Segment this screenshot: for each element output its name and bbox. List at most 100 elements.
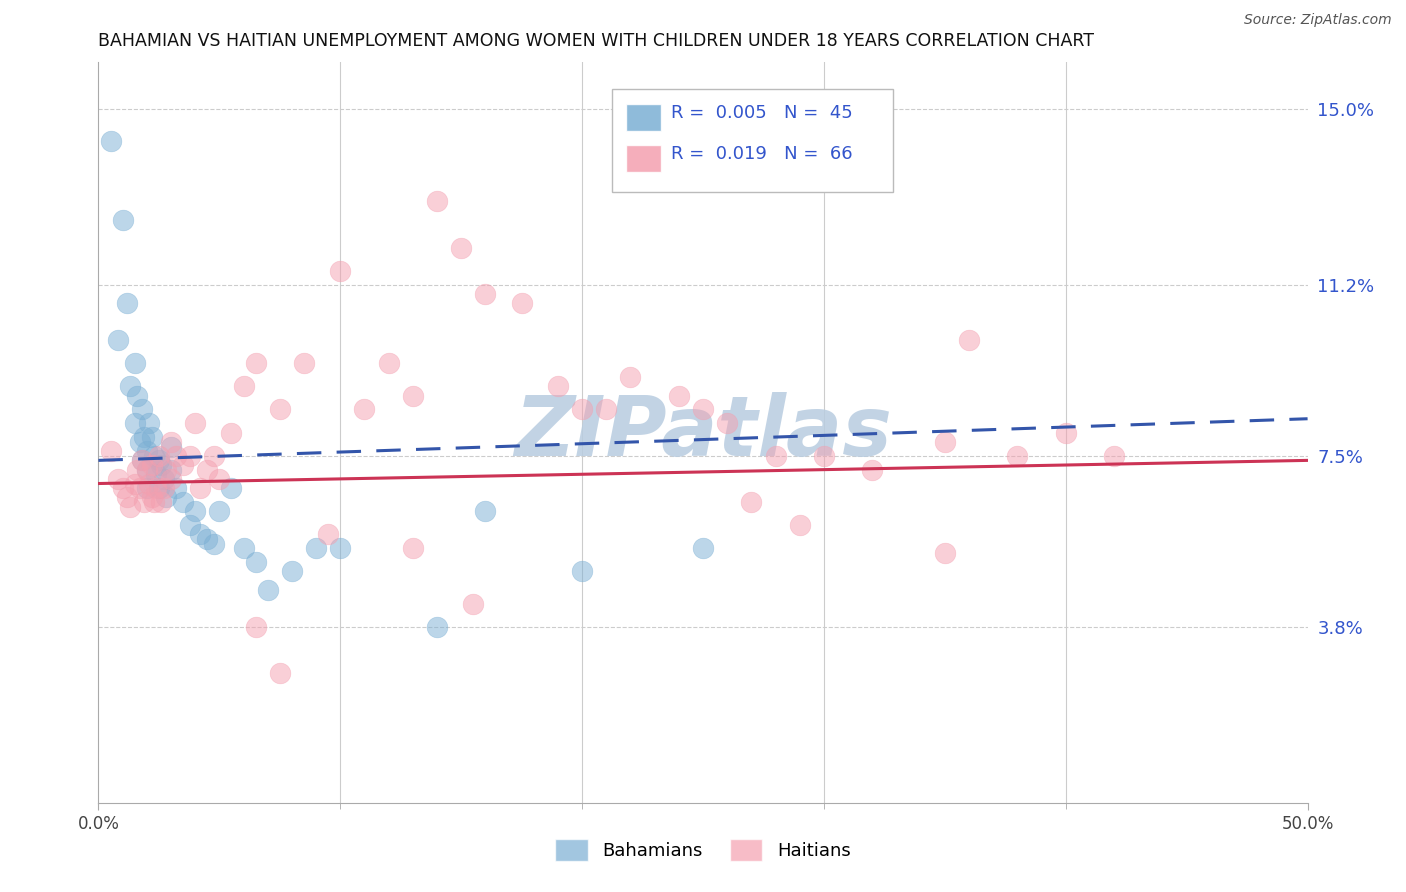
Point	[510, 296, 533, 310]
Point	[619, 370, 641, 384]
Point	[134, 430, 156, 444]
Point	[179, 518, 201, 533]
Text: R =  0.019   N =  66: R = 0.019 N = 66	[671, 145, 852, 163]
Point	[160, 434, 183, 449]
Point	[135, 462, 157, 476]
Point	[221, 481, 243, 495]
Point	[160, 472, 183, 486]
Text: ZIPatlas: ZIPatlas	[515, 392, 891, 473]
Point	[124, 356, 146, 370]
Point	[765, 449, 787, 463]
Point	[131, 453, 153, 467]
Point	[117, 296, 139, 310]
Point	[789, 518, 811, 533]
Point	[245, 555, 267, 569]
Point	[740, 495, 762, 509]
Point	[463, 597, 485, 611]
Point	[860, 462, 883, 476]
Point	[127, 389, 149, 403]
Point	[716, 417, 738, 431]
Point	[135, 462, 157, 476]
Point	[145, 467, 167, 482]
Point	[143, 449, 166, 463]
Point	[111, 481, 134, 495]
Point	[402, 389, 425, 403]
Text: Source: ZipAtlas.com: Source: ZipAtlas.com	[1244, 13, 1392, 28]
Point	[232, 541, 254, 556]
Point	[128, 481, 150, 495]
Point	[111, 212, 134, 227]
Point	[957, 333, 980, 347]
Point	[474, 286, 496, 301]
Point	[668, 389, 690, 403]
Point	[155, 491, 177, 505]
Point	[160, 462, 183, 476]
Point	[316, 527, 339, 541]
Point	[204, 536, 226, 550]
Point	[208, 504, 231, 518]
Point	[184, 504, 207, 518]
Point	[141, 430, 163, 444]
Point	[141, 491, 163, 505]
Point	[148, 481, 170, 495]
Point	[208, 472, 231, 486]
Point	[204, 449, 226, 463]
Point	[152, 472, 174, 486]
Point	[188, 527, 211, 541]
Point	[426, 194, 449, 209]
Point	[474, 504, 496, 518]
Point	[184, 417, 207, 431]
Point	[107, 472, 129, 486]
Point	[172, 495, 194, 509]
Point	[128, 434, 150, 449]
Point	[934, 434, 956, 449]
Point	[353, 402, 375, 417]
Point	[160, 440, 183, 454]
Point	[281, 565, 304, 579]
Point	[692, 402, 714, 417]
Point	[179, 449, 201, 463]
Point	[934, 546, 956, 560]
Point	[292, 356, 315, 370]
Point	[595, 402, 617, 417]
Point	[143, 495, 166, 509]
Point	[221, 425, 243, 440]
Point	[135, 481, 157, 495]
Point	[100, 444, 122, 458]
Point	[135, 444, 157, 458]
Legend: Bahamians, Haitians: Bahamians, Haitians	[548, 831, 858, 868]
Point	[245, 356, 267, 370]
Point	[426, 620, 449, 634]
Point	[269, 402, 291, 417]
Point	[232, 379, 254, 393]
Point	[329, 263, 352, 277]
Point	[155, 462, 177, 476]
Point	[152, 481, 174, 495]
Point	[256, 582, 278, 597]
Point	[134, 495, 156, 509]
Point	[813, 449, 835, 463]
Point	[100, 134, 122, 148]
Point	[118, 379, 141, 393]
Point	[117, 491, 139, 505]
Point	[127, 462, 149, 476]
Point	[188, 481, 211, 495]
Point	[402, 541, 425, 556]
Point	[1007, 449, 1029, 463]
Point	[165, 449, 187, 463]
Point	[145, 481, 167, 495]
Point	[131, 402, 153, 417]
Point	[148, 449, 170, 463]
Point	[165, 481, 187, 495]
Point	[107, 333, 129, 347]
Point	[118, 500, 141, 514]
Point	[150, 495, 173, 509]
Point	[450, 240, 472, 255]
Point	[172, 458, 194, 472]
Point	[269, 666, 291, 681]
Point	[138, 476, 160, 491]
Point	[124, 417, 146, 431]
Point	[547, 379, 569, 393]
Point	[571, 402, 593, 417]
Point	[138, 417, 160, 431]
